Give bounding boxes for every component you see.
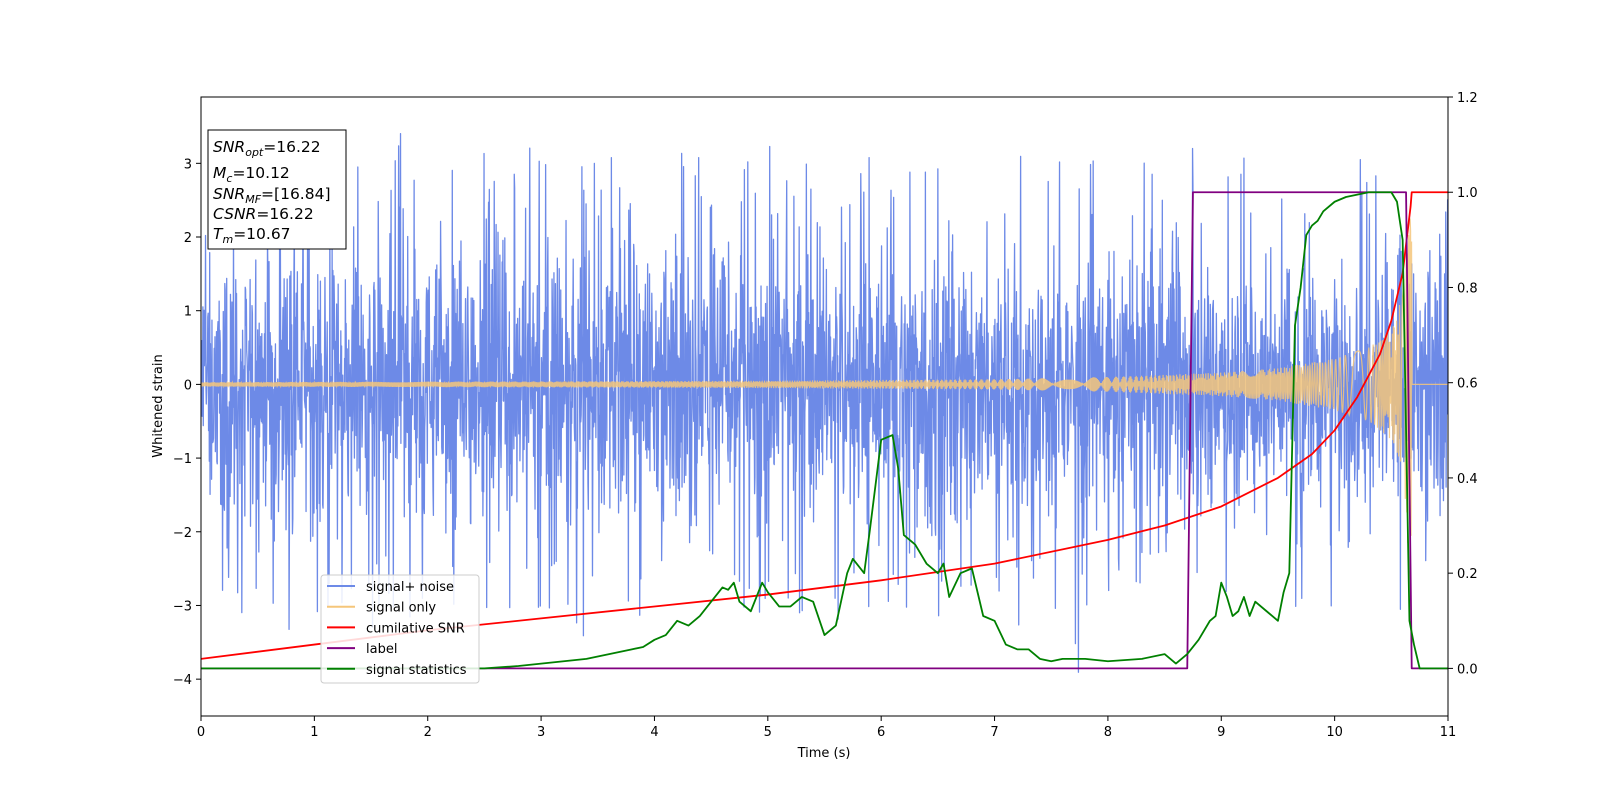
x-tick-label: 4 xyxy=(650,725,658,740)
y-right-tick-label: 0.0 xyxy=(1457,662,1478,677)
annotation-line: CSNR=16.22 xyxy=(213,205,314,223)
annotation-line: Mc=10.12 xyxy=(213,164,290,185)
y-right-tick-label: 0.8 xyxy=(1457,281,1478,296)
x-tick-label: 7 xyxy=(990,725,998,740)
series-line-signal-only xyxy=(201,218,1448,543)
series-line-signal-noise xyxy=(201,133,1448,673)
x-tick-label: 11 xyxy=(1440,725,1457,740)
y-right-tick-label: 1.0 xyxy=(1457,186,1478,201)
annotation-line: SNRopt=16.22 xyxy=(213,138,321,159)
series-line-signal-statistics xyxy=(201,191,1448,670)
legend-label: signal+ noise xyxy=(366,580,454,595)
annotation-line: SNRMF=[16.84] xyxy=(213,185,331,206)
x-tick-label: 6 xyxy=(877,725,885,740)
x-tick-label: 8 xyxy=(1104,725,1112,740)
annotation-line: Tm=10.67 xyxy=(213,225,291,246)
series-line-label xyxy=(201,191,1448,670)
y-axis-left: −4 −3 −2 −1 0 1 2 3 xyxy=(173,157,201,688)
legend-label: signal only xyxy=(366,601,436,616)
axes-frame xyxy=(200,96,1449,717)
y-axis-left-label: Whitened strain xyxy=(151,354,166,457)
legend-label: cumilative SNR xyxy=(366,621,465,636)
legend-label: label xyxy=(366,642,397,657)
y-right-tick-label: 0.2 xyxy=(1457,567,1478,582)
y-left-tick-label: 1 xyxy=(184,305,192,320)
x-axis: 0 1 2 3 4 5 6 7 8 9 10 11 xyxy=(197,716,1456,740)
y-left-tick-label: 3 xyxy=(184,157,192,172)
y-right-tick-label: 1.2 xyxy=(1457,91,1478,106)
y-left-tick-label: −4 xyxy=(173,673,192,688)
x-tick-label: 5 xyxy=(764,725,772,740)
series-line-cumilative-snr xyxy=(201,191,1448,660)
x-tick-label: 1 xyxy=(310,725,318,740)
legend: signal+ noise signal only cumilative SNR la… xyxy=(320,574,480,684)
y-left-tick-label: −2 xyxy=(173,526,192,541)
annotation-frame xyxy=(207,129,347,250)
stats-annotation-box: SNRopt=16.22 Mc=10.12SNRMF=[16.84]CSNR=16… xyxy=(207,129,347,250)
legend-frame xyxy=(320,574,480,684)
y-right-tick-label: 0.6 xyxy=(1457,377,1478,392)
y-right-tick-label: 0.4 xyxy=(1457,472,1478,487)
y-axis-right: 0.0 0.2 0.4 0.6 0.8 1.0 1.2 xyxy=(1448,91,1478,677)
x-tick-label: 2 xyxy=(424,725,432,740)
legend-label: signal statistics xyxy=(366,663,467,678)
x-tick-label: 9 xyxy=(1217,725,1225,740)
x-tick-label: 3 xyxy=(537,725,545,740)
y-left-tick-label: 2 xyxy=(184,231,192,246)
y-left-tick-label: −3 xyxy=(173,599,192,614)
x-tick-label: 0 xyxy=(197,725,205,740)
x-tick-label: 10 xyxy=(1326,725,1343,740)
y-left-tick-label: −1 xyxy=(173,452,192,467)
y-left-tick-label: 0 xyxy=(184,378,192,393)
plot-area xyxy=(201,133,1448,673)
x-axis-label: Time (s) xyxy=(797,746,851,761)
